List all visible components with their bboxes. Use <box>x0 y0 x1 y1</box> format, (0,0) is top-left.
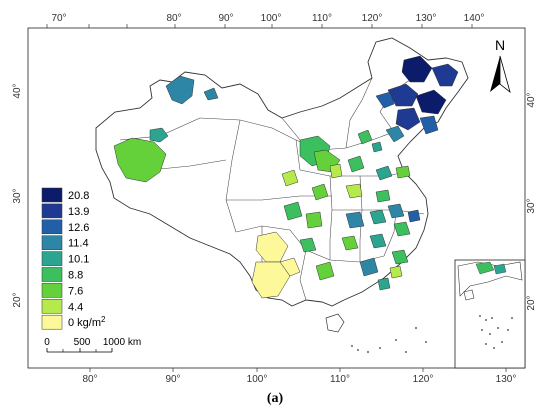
legend-label-4: 10.1 <box>68 254 89 266</box>
region-changsha <box>341 235 359 251</box>
legend-swatch-1 <box>41 203 63 219</box>
bottom-lon-ticks: 80° 90° 100° 110° 120° 130° <box>82 368 516 385</box>
region-chongqing <box>305 211 323 229</box>
left-tick-30: 30° <box>12 188 23 203</box>
top-tick-110: 110° <box>312 13 332 24</box>
region-tianjin <box>371 141 383 153</box>
figure-caption: (a) <box>267 391 284 406</box>
scale-label-0: 0 <box>44 337 50 348</box>
legend-label-1: 13.9 <box>68 206 89 218</box>
region-lanzhou <box>281 169 299 187</box>
legend-swatch-3 <box>41 235 63 250</box>
scale-bar: 0 500 1000 km <box>44 337 141 353</box>
bottom-tick-90: 90° <box>165 374 180 385</box>
map-frame <box>27 27 526 369</box>
region-beijing <box>357 129 373 145</box>
region-fuzhou <box>391 249 409 265</box>
legend-swatch-8 <box>41 314 63 330</box>
right-tick-20: 20° <box>526 295 537 310</box>
top-tick-70: 70° <box>51 13 66 24</box>
legend-swatch-4 <box>41 251 63 266</box>
region-shijiazhuang <box>347 155 365 173</box>
region-nanchang <box>369 233 387 249</box>
region-jilin <box>419 115 439 135</box>
region-jinan <box>375 165 393 181</box>
region-harbin <box>415 89 447 115</box>
top-tick-90: 90° <box>218 13 233 24</box>
legend-label-7: 4.4 <box>68 301 83 313</box>
legend: 20.8 13.9 12.6 11.4 10.1 8.8 7.6 4.4 0 kg/m2 <box>41 187 106 330</box>
region-kunming <box>279 257 301 277</box>
left-tick-40: 40° <box>12 83 23 98</box>
bottom-tick-130: 130° <box>496 374 517 385</box>
region-heihe <box>401 55 433 83</box>
region-hainan <box>325 313 345 333</box>
scattered-islands <box>351 327 427 353</box>
region-guiyang <box>299 237 317 253</box>
legend-swatch-2 <box>41 219 63 235</box>
region-qingdao <box>395 165 411 179</box>
scale-label-500: 500 <box>74 337 91 348</box>
region-kashgar <box>113 137 167 183</box>
legend-swatch-7 <box>41 299 63 314</box>
top-tick-140: 140° <box>464 13 485 24</box>
north-label: N <box>495 37 505 53</box>
region-xuzhou <box>375 189 391 203</box>
left-tick-20: 20° <box>12 292 23 307</box>
island-dots <box>479 315 513 349</box>
legend-swatch-0 <box>41 187 63 203</box>
region-chengdu <box>283 201 303 221</box>
top-tick-100: 100° <box>261 13 282 24</box>
bottom-tick-110: 110° <box>330 374 350 385</box>
north-arrow-icon: N <box>490 37 511 94</box>
legend-swatch-5 <box>41 267 63 282</box>
region-xiamen <box>389 265 403 279</box>
region-hulunbuir <box>375 91 395 109</box>
right-tick-40: 40° <box>526 92 537 107</box>
region-nanjing <box>387 203 405 219</box>
region-urumqi <box>149 127 169 143</box>
region-guangzhou <box>359 257 379 277</box>
bottom-tick-80: 80° <box>82 374 97 385</box>
right-tick-30: 30° <box>526 198 537 213</box>
scale-label-1000: 1000 km <box>103 337 141 348</box>
region-nanning <box>315 261 335 281</box>
region-xian <box>311 183 329 201</box>
legend-label-3: 11.4 <box>68 238 89 250</box>
left-lat-ticks: 40° 30° 20° <box>12 83 23 307</box>
region-altay <box>165 75 195 105</box>
south-china-sea-inset <box>454 259 526 369</box>
region-hami <box>203 87 219 101</box>
legend-label-6: 7.6 <box>68 285 83 297</box>
region-taiyuan <box>329 163 343 179</box>
region-wuhan <box>345 211 365 229</box>
region-hefei <box>369 209 387 225</box>
top-tick-130: 130° <box>416 13 437 24</box>
top-lon-ticks: 70° 80° 90° 100° 110° 120° 130° 140° <box>46 13 485 28</box>
legend-label-8: 0 kg/m2 <box>68 315 106 329</box>
bottom-tick-120: 120° <box>413 374 434 385</box>
region-hangzhou <box>393 221 411 237</box>
right-lat-ticks: 40° 30° 20° <box>526 92 537 310</box>
region-yichun <box>431 63 459 87</box>
region-shanghai <box>407 209 421 223</box>
legend-label-0: 20.8 <box>68 190 89 202</box>
legend-label-2: 12.6 <box>68 222 89 234</box>
region-changchun <box>395 107 421 131</box>
bottom-tick-100: 100° <box>247 374 268 385</box>
top-tick-80: 80° <box>166 13 181 24</box>
colored-regions <box>113 55 459 333</box>
region-zhengzhou <box>345 183 363 199</box>
legend-label-5: 8.8 <box>68 270 83 282</box>
legend-swatch-6 <box>41 283 63 298</box>
region-qiqihar <box>387 83 419 107</box>
region-shenyang <box>385 125 405 143</box>
region-shenzhen <box>377 277 391 291</box>
top-tick-120: 120° <box>362 13 383 24</box>
